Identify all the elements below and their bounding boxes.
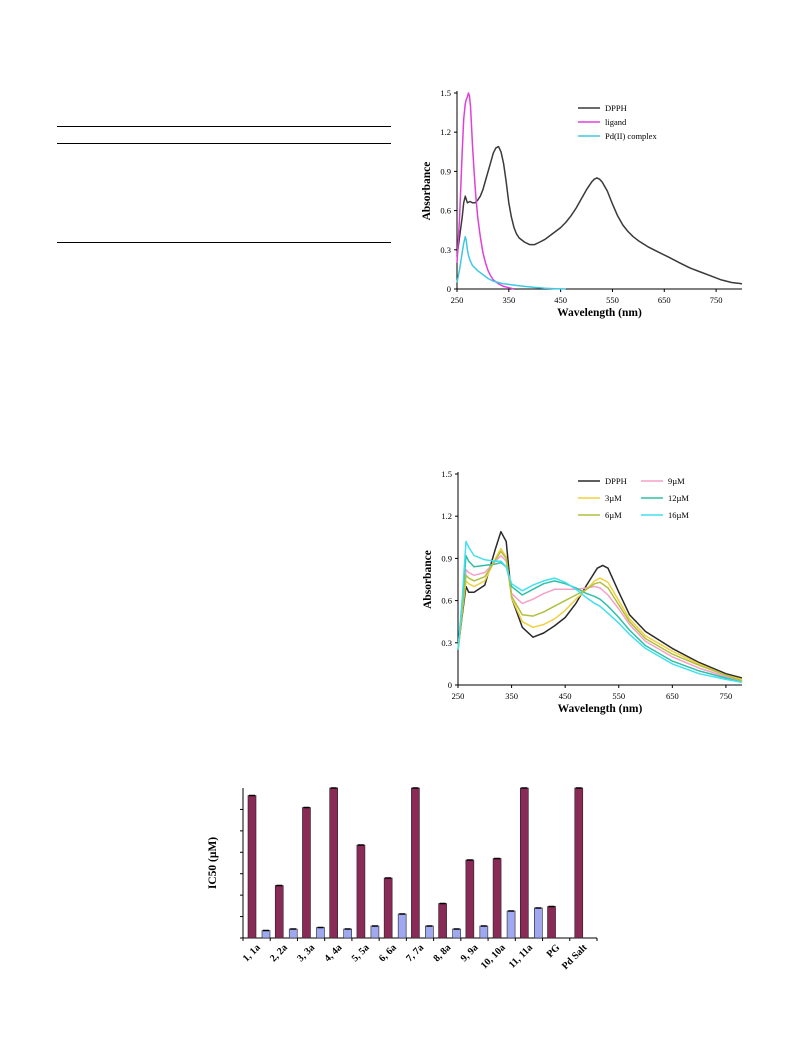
table-header-rule (57, 143, 391, 144)
series-line (456, 92, 515, 290)
absorbance-spectra-chart: 0 0.3 0.6 0.9 1.2 1.5 250 350 450 550 650 750 Wavele… (421, 88, 743, 319)
x-tick-label: 350 (505, 691, 518, 701)
bar (316, 927, 325, 939)
y-tick-label: 0 (448, 680, 452, 690)
y-tick-label: 0.6 (441, 596, 452, 606)
category-label: 1, 1a (241, 942, 263, 964)
x-tick-label: 650 (666, 691, 679, 701)
x-tick-label: 550 (606, 295, 619, 305)
x-axis-label: Wavelength (nm) (557, 307, 642, 319)
y-tick-label: 0.3 (441, 638, 452, 648)
x-tick-label: 350 (502, 295, 515, 305)
x-tick-label: 550 (612, 691, 625, 701)
series-line (457, 554, 743, 682)
legend-label: 3µM (605, 493, 622, 503)
bar (247, 795, 257, 939)
bar (425, 925, 434, 939)
category-label: 2, 2a (268, 942, 290, 964)
table-bottom-rule (57, 242, 391, 243)
series-line (457, 547, 743, 681)
y-tick-label: 0.9 (440, 166, 451, 176)
bar (547, 906, 556, 939)
bar (411, 787, 420, 939)
x-tick-label: 750 (720, 691, 733, 701)
y-axis-label: Absorbance (422, 550, 434, 609)
y-tick-label: 0.3 (440, 245, 451, 255)
bar (534, 907, 543, 939)
category-label: PG (545, 942, 563, 960)
category-label: 9, 9a (459, 942, 481, 964)
bar (492, 858, 502, 939)
bar (343, 928, 352, 939)
bar (520, 787, 529, 939)
y-tick-label: 0 (447, 284, 451, 294)
legend-label: ligand (605, 117, 627, 127)
bar (329, 787, 338, 939)
bar (288, 928, 298, 939)
bar (438, 903, 447, 939)
table-top-rule (57, 126, 391, 127)
bar (370, 925, 380, 939)
legend-label: 12µM (668, 493, 689, 503)
y-tick-label: 1.5 (441, 469, 452, 479)
category-label: 5, 5a (350, 942, 372, 964)
bar (261, 930, 271, 939)
x-tick-label: 750 (710, 295, 723, 305)
x-tick-label: 450 (559, 691, 572, 701)
bar (506, 910, 516, 939)
bar (356, 844, 366, 939)
legend-label: DPPH (605, 103, 627, 113)
category-label: 7, 7a (404, 942, 426, 964)
legend-label: DPPH (605, 476, 627, 486)
x-tick-label: 250 (451, 295, 464, 305)
y-axis-label: Absorbance (421, 162, 433, 221)
legend-label: 16µM (668, 510, 689, 520)
series-line (457, 540, 743, 683)
category-label: 4, 4a (323, 942, 345, 964)
bar (383, 877, 393, 939)
series-line (457, 550, 743, 682)
bar (274, 885, 284, 939)
dpph-concentration-spectra-chart: 0 0.3 0.6 0.9 1.2 1.5 250 350 450 550 650 750 Wavele… (422, 469, 743, 715)
bar (397, 913, 407, 939)
category-label: 3, 3a (295, 942, 317, 964)
category-label: Pd Salt (560, 942, 590, 972)
bar (479, 925, 489, 939)
category-label: 11, 11a (507, 942, 535, 970)
bar (574, 787, 584, 939)
category-label: 8, 8a (431, 942, 453, 964)
y-tick-label: 0.9 (441, 553, 452, 563)
legend-label: 6µM (605, 510, 622, 520)
legend-label: Pd(II) complex (605, 131, 657, 141)
y-tick-label: 1.2 (440, 127, 451, 137)
ic50-bar-chart: IC50 (µM) 1, 1a 2, 2a 3, 3a 4, 4a 5, 5a 6, 6a 7… (207, 787, 598, 972)
series-line (457, 530, 743, 679)
x-axis-label: Wavelength (nm) (558, 703, 643, 715)
x-tick-label: 450 (554, 295, 567, 305)
y-tick-label: 1.5 (440, 88, 451, 98)
y-tick-label: 1.2 (441, 511, 452, 521)
bar (452, 928, 461, 939)
series-line (456, 235, 566, 290)
series-line (456, 145, 743, 285)
bar (302, 807, 311, 939)
legend-label: 9µM (668, 476, 685, 486)
y-axis-label: IC50 (µM) (207, 837, 219, 889)
category-label: 10, 10a (479, 942, 508, 971)
x-tick-label: 650 (658, 295, 671, 305)
bar (465, 859, 475, 939)
category-label: 6, 6a (377, 942, 399, 964)
series-line (457, 554, 743, 683)
x-tick-label: 250 (452, 691, 465, 701)
y-tick-label: 0.6 (440, 206, 451, 216)
